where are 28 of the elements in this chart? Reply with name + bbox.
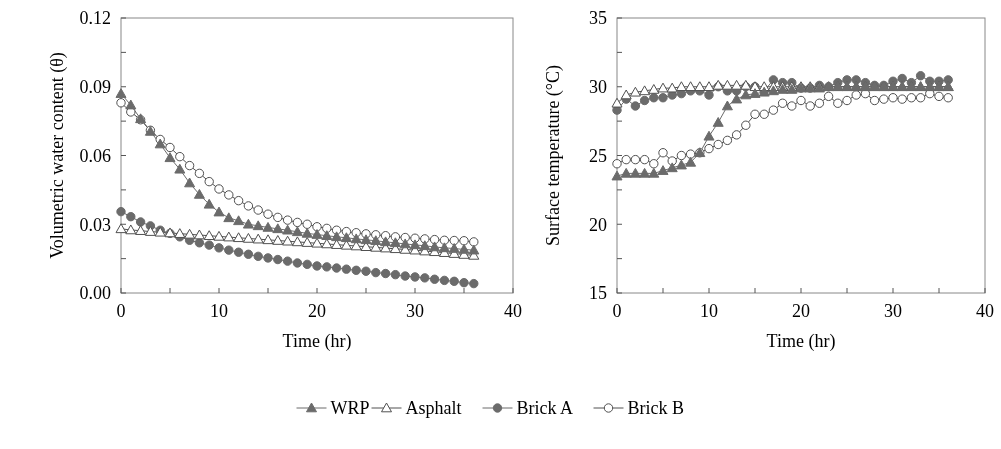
x-tick-label: 30	[884, 301, 902, 321]
y-tick-label: 0.09	[79, 77, 111, 98]
y-tick-label: 30	[589, 77, 607, 98]
y-axis-title: Volumetric water content (θ)	[47, 52, 68, 259]
legend-label: Brick B	[627, 398, 684, 419]
legend-label: Asphalt	[405, 398, 462, 419]
y-axis-title: Surface temperature (°C)	[543, 64, 564, 247]
x-tick-label: 40	[976, 301, 994, 321]
y-tick-label: 0.03	[79, 214, 111, 235]
y-tick-label: 35	[589, 8, 607, 29]
x-tick-label: 20	[792, 301, 810, 321]
x-tick-label: 0	[116, 301, 126, 321]
y-tick-label: 15	[589, 283, 607, 304]
legend-label: Brick A	[516, 398, 573, 419]
x-tick-label: 30	[406, 301, 424, 321]
x-axis-title: Time (hr)	[282, 331, 352, 352]
y-tick-label: 0.06	[79, 145, 111, 166]
legend-label: WRP	[330, 398, 370, 419]
x-tick-label: 10	[700, 301, 718, 321]
x-tick-label: 20	[308, 301, 326, 321]
y-tick-label: 20	[589, 214, 607, 235]
y-tick-label: 0.12	[79, 8, 111, 29]
y-tick-label: 25	[589, 145, 607, 166]
x-tick-label: 0	[612, 301, 622, 321]
y-tick-label: 0.00	[79, 283, 111, 304]
x-tick-label: 10	[210, 301, 228, 321]
x-tick-label: 40	[504, 301, 522, 321]
x-axis-title: Time (hr)	[766, 331, 836, 352]
